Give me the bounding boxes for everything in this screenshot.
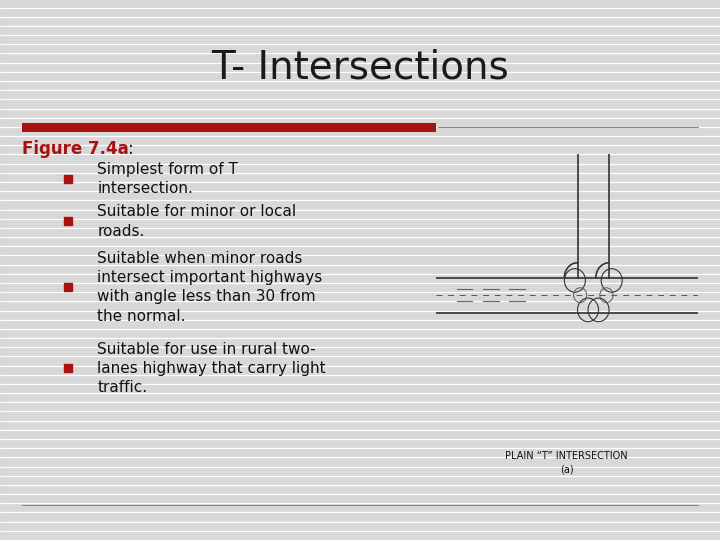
Text: :: : [128, 139, 134, 158]
Text: Suitable for minor or local
roads.: Suitable for minor or local roads. [97, 204, 297, 239]
Text: Suitable for use in rural two-
lanes highway that carry light
traffic.: Suitable for use in rural two- lanes hig… [97, 342, 326, 395]
Text: Figure 7.4a: Figure 7.4a [22, 139, 128, 158]
Bar [22, 123, 436, 132]
Text: T- Intersections: T- Intersections [211, 49, 509, 86]
Text: PLAIN “T” INTERSECTION: PLAIN “T” INTERSECTION [505, 451, 628, 461]
Text: Suitable when minor roads
intersect important highways
with angle less than 30 f: Suitable when minor roads intersect impo… [97, 251, 323, 323]
Text: Simplest form of T
intersection.: Simplest form of T intersection. [97, 162, 238, 197]
Text: (a): (a) [560, 465, 573, 475]
